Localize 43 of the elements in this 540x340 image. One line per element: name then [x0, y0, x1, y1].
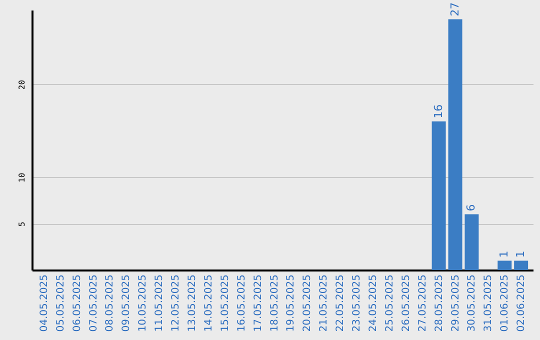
x-tick-label: 22.05.2025 — [335, 274, 346, 332]
x-tick-label: 13.05.2025 — [187, 274, 198, 332]
x-tick-label: 30.05.2025 — [466, 274, 478, 332]
x-tick-label: 08.05.2025 — [104, 274, 116, 332]
x-tick-label: 23.05.2025 — [352, 274, 363, 332]
x-tick-label: 05.05.2025 — [55, 274, 66, 332]
y-tick-label: 20 — [18, 80, 26, 90]
x-tick-label: 28.05.2025 — [434, 274, 445, 332]
x-tick-label: 24.05.2025 — [368, 274, 379, 332]
x-tick-label: 11.05.2025 — [154, 274, 166, 332]
x-tick-label: 10.05.2025 — [138, 274, 149, 332]
bar — [432, 121, 446, 270]
bar — [464, 214, 479, 270]
x-tick-label: 25.05.2025 — [384, 274, 396, 332]
bar — [498, 260, 512, 270]
bar — [514, 260, 528, 270]
x-tick-label: 20.05.2025 — [302, 274, 314, 332]
x-tick-label: 15.05.2025 — [220, 274, 231, 332]
x-tick-label: 18.05.2025 — [269, 274, 280, 332]
x-tick-label: 26.05.2025 — [400, 274, 412, 332]
y-tick-label: 10 — [18, 172, 26, 182]
x-tick-label: 27.05.2025 — [417, 274, 428, 332]
x-tick-label: 14.05.2025 — [203, 274, 214, 332]
x-tick-label: 19.05.2025 — [286, 274, 297, 332]
x-tick-label: 29.05.2025 — [450, 274, 462, 332]
x-tick-label: 16.05.2025 — [236, 274, 248, 332]
data-label: 1 — [498, 250, 511, 258]
x-tick-label: 04.05.2025 — [38, 274, 50, 332]
bar — [448, 19, 462, 270]
x-tick-label: 12.05.2025 — [170, 274, 182, 332]
x-tick-label: 21.05.2025 — [318, 274, 330, 332]
x-tick-label: 07.05.2025 — [88, 274, 100, 332]
data-label: 1 — [514, 250, 528, 258]
data-label: 27 — [448, 2, 462, 16]
x-tick-label: 06.05.2025 — [72, 274, 83, 332]
x-tick-label: 09.05.2025 — [121, 274, 132, 332]
data-label: 6 — [464, 204, 478, 212]
x-tick-label: 01.06.2025 — [500, 274, 511, 332]
x-tick-label: 17.05.2025 — [252, 274, 264, 332]
x-tick-label: 31.05.2025 — [483, 274, 494, 332]
data-label: 16 — [432, 104, 445, 118]
x-tick-label: 02.06.2025 — [516, 274, 528, 332]
y-tick-label: 5 — [18, 221, 26, 226]
